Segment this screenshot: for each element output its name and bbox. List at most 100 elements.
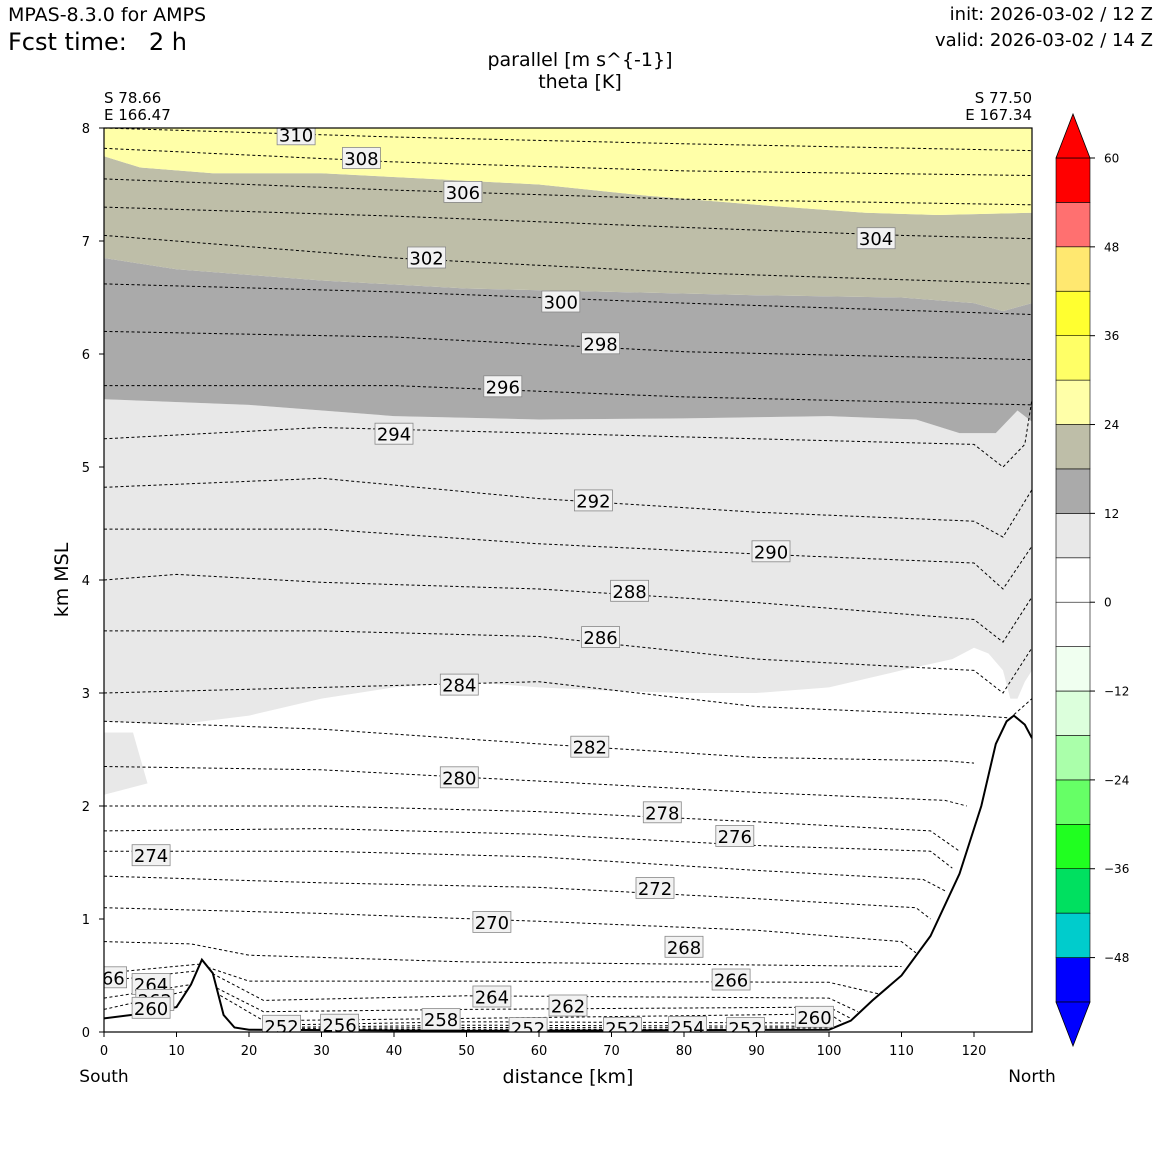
svg-text:290: 290 — [754, 542, 788, 563]
colorbar-segment — [1055, 957, 1091, 1003]
svg-text:300: 300 — [544, 293, 578, 314]
contour-label-280: 280 — [439, 766, 479, 789]
svg-text:252: 252 — [264, 1017, 298, 1038]
svg-text:294: 294 — [377, 425, 411, 446]
contour-label-262: 262 — [548, 994, 588, 1018]
contour-label-256: 256 — [320, 1013, 360, 1037]
svg-text:260: 260 — [797, 1008, 831, 1029]
theta-contour-272 — [104, 875, 931, 920]
wind-band-3 — [104, 128, 1032, 215]
y-tick-label: 4 — [82, 574, 90, 589]
colorbar-segment — [1055, 335, 1091, 381]
contour-label-282: 282 — [570, 735, 610, 759]
contour-label-252: 252 — [726, 1017, 765, 1032]
contour-label-298: 298 — [581, 332, 620, 355]
colorbar-segment — [1055, 735, 1091, 781]
x-tick-label: 110 — [889, 1044, 914, 1059]
contour-label-278: 278 — [642, 801, 682, 824]
y-tick-label: 2 — [82, 800, 90, 815]
svg-text:274: 274 — [134, 846, 168, 867]
svg-text:286: 286 — [583, 628, 617, 649]
svg-text:268: 268 — [667, 938, 701, 959]
colorbar-over-arrow — [1055, 112, 1091, 159]
colorbar-tick-label: 24 — [1104, 418, 1119, 432]
colorbar-tick-label: 12 — [1104, 507, 1119, 521]
x-tick-label: 30 — [313, 1044, 330, 1059]
svg-text:280: 280 — [442, 768, 476, 789]
svg-text:270: 270 — [475, 913, 509, 934]
colorbar-tick-label: −36 — [1104, 862, 1129, 876]
svg-text:260: 260 — [134, 999, 168, 1020]
contour-label-272: 272 — [635, 877, 675, 900]
colorbar-segment — [1055, 557, 1091, 603]
svg-text:278: 278 — [645, 803, 679, 824]
contour-label-288: 288 — [610, 579, 649, 603]
theta-contour-304 — [104, 206, 1032, 240]
svg-text:264: 264 — [475, 988, 509, 1009]
svg-text:284: 284 — [442, 676, 476, 697]
forecast-time-label: Fcst time: — [8, 28, 127, 56]
colorbar-under-arrow — [1055, 1001, 1091, 1048]
contour-label-254: 254 — [668, 1016, 707, 1039]
contour-label-296: 296 — [483, 375, 523, 398]
x-axis-label: distance [km] — [503, 1066, 634, 1088]
theta-contour-300 — [104, 283, 1032, 315]
contour-label-300: 300 — [541, 290, 581, 314]
terrain — [104, 714, 1032, 1032]
svg-text:272: 272 — [638, 879, 672, 900]
chart-subtitle: theta [K] — [538, 71, 622, 93]
svg-text:298: 298 — [583, 334, 617, 355]
colorbar-segment — [1055, 157, 1091, 203]
forecast-time-value: 2 h — [148, 28, 187, 56]
x-tick-label: 80 — [676, 1044, 693, 1059]
colorbar-tick-label: 36 — [1104, 329, 1119, 343]
contour-label-286: 286 — [581, 626, 620, 649]
theta-contour-264 — [104, 969, 859, 1013]
contour-label-292: 292 — [574, 489, 613, 512]
colorbar-tick-label: −48 — [1104, 951, 1129, 965]
contour-label-268: 268 — [664, 935, 704, 959]
y-tick-label: 5 — [82, 461, 90, 476]
theta-contour-310 — [104, 128, 1032, 152]
contour-label-302: 302 — [407, 246, 447, 270]
svg-text:302: 302 — [409, 249, 443, 270]
theta-contour-292 — [104, 477, 1032, 538]
contour-label-252: 252 — [262, 1014, 302, 1038]
valid-time: valid: 2026-03-02 / 14 Z — [935, 30, 1153, 51]
end-lon: E 167.34 — [965, 106, 1032, 124]
colorbar-tick-label: −24 — [1104, 773, 1129, 787]
x-tick-label: 50 — [458, 1044, 475, 1059]
theta-contour-280 — [104, 766, 967, 807]
end-lat: S 77.50 — [975, 89, 1032, 107]
model-name: MPAS-8.3.0 for AMPS — [8, 4, 207, 26]
svg-text:258: 258 — [424, 1010, 458, 1031]
contour-label-274: 274 — [131, 844, 171, 867]
start-lat: S 78.66 — [104, 89, 161, 107]
svg-text:292: 292 — [576, 491, 610, 512]
contour-label-260: 260 — [131, 996, 171, 1020]
y-tick-label: 0 — [82, 1026, 90, 1041]
contour-label-308: 308 — [341, 147, 381, 170]
svg-text:308: 308 — [344, 149, 378, 170]
x-tick-label: 10 — [168, 1044, 185, 1059]
colorbar-segment — [1055, 379, 1091, 425]
theta-contour-286 — [104, 630, 1032, 694]
svg-text:266: 266 — [90, 968, 124, 989]
contour-label-310: 310 — [276, 125, 316, 146]
theta-contour-278 — [104, 805, 960, 852]
theta-contour-290 — [104, 528, 1032, 590]
colorbar-segment — [1055, 912, 1091, 958]
svg-text:256: 256 — [322, 1016, 356, 1037]
contour-label-260: 260 — [795, 1005, 834, 1029]
contour-label-266: 266 — [711, 968, 751, 992]
svg-text:252: 252 — [605, 1019, 639, 1040]
y-tick-label: 1 — [82, 913, 90, 928]
svg-text:254: 254 — [670, 1018, 704, 1039]
colorbar-tick-label: 0 — [1104, 596, 1112, 610]
colorbar: 60 48 36 24 12 0 −12 −24 −36 −48 — [1055, 112, 1129, 1048]
svg-text:310: 310 — [279, 125, 313, 146]
colorbar-segment — [1055, 646, 1091, 692]
contour-label-304: 304 — [856, 227, 896, 250]
y-axis-label: km MSL — [51, 542, 73, 617]
